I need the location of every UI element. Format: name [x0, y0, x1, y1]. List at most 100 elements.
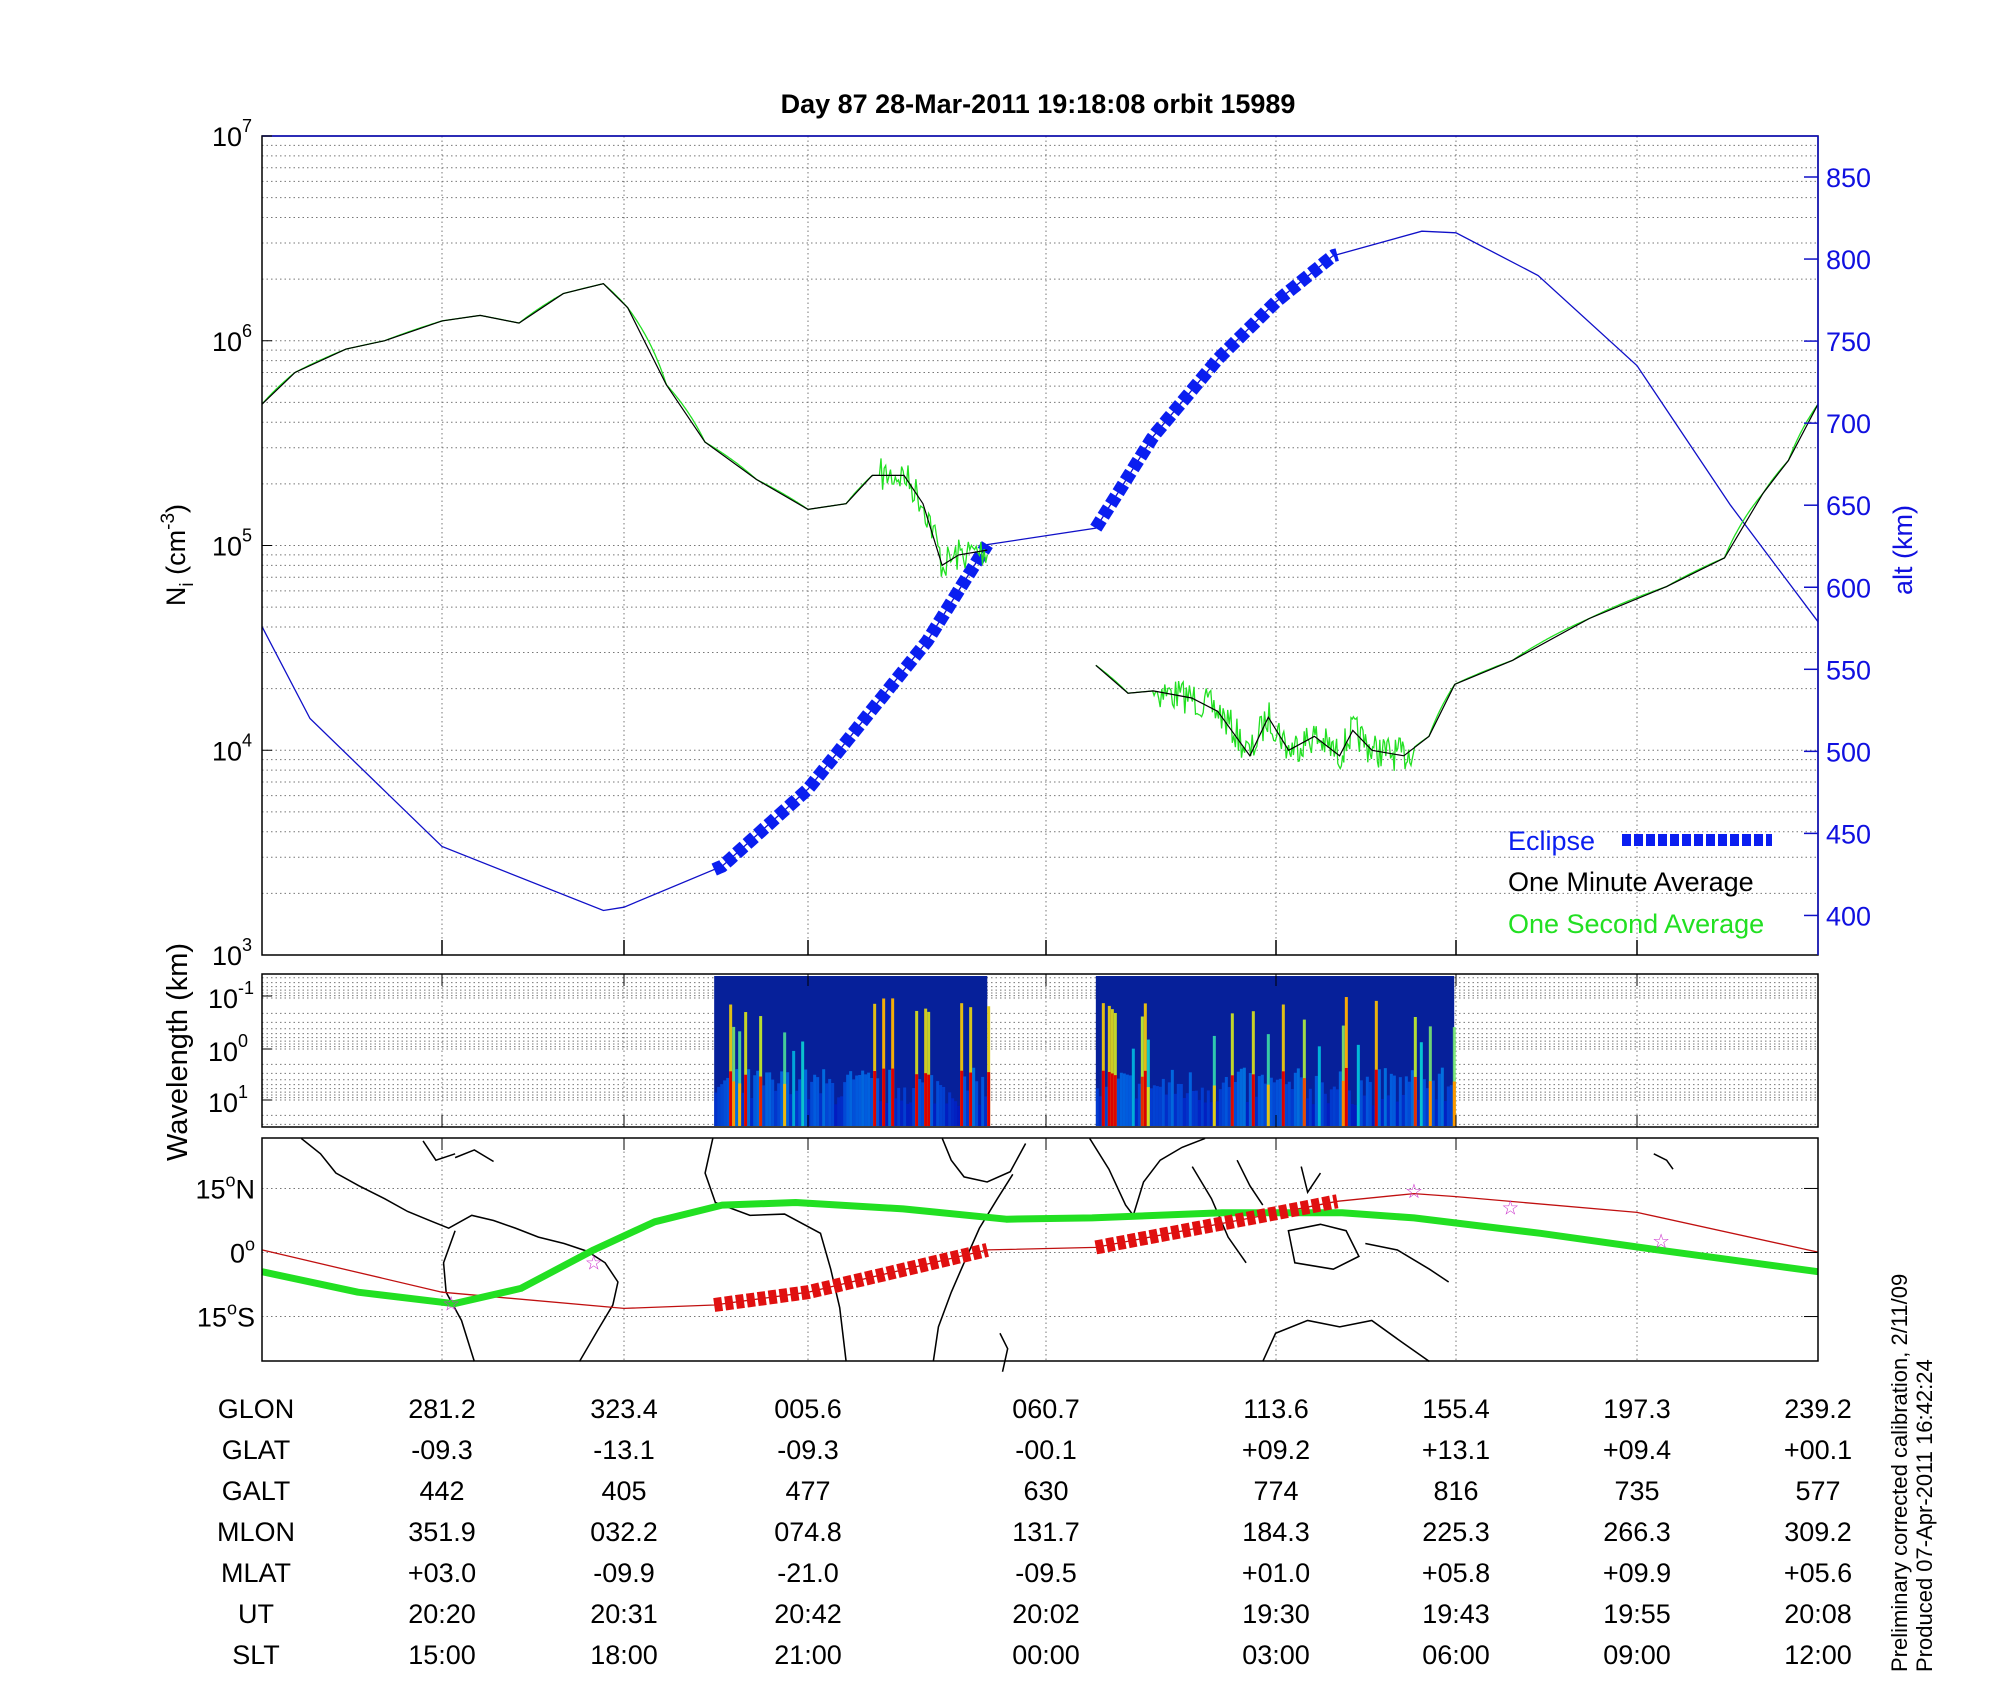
spectrogram-column — [1197, 1100, 1201, 1126]
spectrogram-column — [930, 1075, 934, 1126]
spectrogram-column — [1239, 1068, 1243, 1126]
table-cell: 18:00 — [590, 1640, 658, 1670]
spectrogram-column — [867, 1072, 871, 1126]
tick-base: 10 — [208, 1037, 238, 1067]
spectrogram-column — [1224, 1076, 1228, 1126]
spectrogram-column — [837, 1097, 841, 1126]
spectrogram-column — [903, 1087, 907, 1126]
table-cell: 005.6 — [774, 1394, 842, 1424]
figure-title: Day 87 28-Mar-2011 19:18:08 orbit 15989 — [781, 89, 1296, 119]
degree-sign: o — [227, 1299, 237, 1319]
spectrogram-column — [885, 1103, 889, 1126]
spectrogram-column — [1104, 1086, 1108, 1126]
eclipse-track-segment — [713, 1243, 989, 1312]
spectrogram-column — [1230, 1013, 1234, 1126]
row-label: GALT — [222, 1476, 291, 1506]
axis-ticks: 1031041051061074004505005506006507007508… — [212, 116, 1871, 971]
table-cell: 477 — [785, 1476, 830, 1506]
spectrogram-column — [1314, 1075, 1318, 1126]
spectrogram-column-peak — [1428, 1081, 1432, 1126]
spectrogram-column-peak — [1212, 1085, 1216, 1126]
spectrogram-column — [972, 1067, 976, 1126]
tick-exp: 7 — [242, 116, 252, 136]
tick-exp: 0 — [238, 1031, 248, 1051]
spectrogram-column — [1362, 1095, 1366, 1126]
spectrogram-column — [933, 1103, 937, 1126]
table-cell: 20:42 — [774, 1599, 842, 1629]
spectrogram-column — [978, 1104, 982, 1126]
y2-tick-label: 600 — [1826, 573, 1871, 603]
spectrogram-column — [1446, 1086, 1450, 1126]
spectrogram-column — [987, 1006, 991, 1126]
spectrogram-column-peak — [1341, 1080, 1345, 1126]
spectrogram-column — [1422, 1079, 1426, 1126]
table-cell: 239.2 — [1784, 1394, 1852, 1424]
star-marker: ☆ — [1652, 1231, 1670, 1253]
data-layer — [261, 230, 1819, 912]
spectrogram-column — [1188, 1072, 1192, 1126]
spectrogram-column — [1215, 1101, 1219, 1126]
spectrogram-column — [1161, 1078, 1165, 1126]
table-cell: 816 — [1433, 1476, 1478, 1506]
footer-produced-date: Produced 07-Apr-2011 16:42:24 — [1912, 1359, 1937, 1672]
tick-base: 10 — [208, 1088, 238, 1118]
tick-base: 10 — [212, 941, 242, 971]
spectrogram-column — [1095, 1088, 1099, 1126]
spectrogram-column — [1347, 1090, 1351, 1126]
spectrogram-column — [1248, 1073, 1252, 1126]
spectrogram-column — [1143, 1003, 1147, 1126]
spectrogram-column-peak — [1251, 1074, 1255, 1126]
spectrogram-column — [1176, 1083, 1180, 1126]
spectrogram-column — [876, 1078, 880, 1126]
spectrogram-column — [771, 1079, 775, 1126]
spectrogram-column — [1404, 1076, 1408, 1126]
table-cell: 19:43 — [1422, 1599, 1490, 1629]
spectrogram-column — [1122, 1073, 1126, 1126]
altitude-line — [261, 230, 1819, 912]
spectrogram-column — [1251, 1011, 1255, 1126]
spectrogram-column — [1383, 1068, 1387, 1126]
coastline-asia — [1089, 1137, 1674, 1363]
spectrogram-column — [975, 1081, 979, 1126]
spectrogram-column-peak — [732, 1081, 736, 1126]
spectrogram-column — [1236, 1071, 1240, 1126]
table-cell: 197.3 — [1603, 1394, 1671, 1424]
spectrogram-column — [1335, 1089, 1339, 1126]
table-cell: -09.9 — [593, 1558, 655, 1588]
y2-tick-label: 650 — [1826, 491, 1871, 521]
y2-tick-label: 400 — [1826, 901, 1871, 931]
spectrogram-column — [1305, 1098, 1309, 1126]
tick-base: 10 — [212, 327, 242, 357]
spectrogram-column — [1281, 1004, 1285, 1126]
spectrogram-column — [1185, 1093, 1189, 1126]
spectrogram-column — [1392, 1075, 1396, 1126]
spectrogram-column — [927, 1011, 931, 1126]
coastline-americas — [300, 1137, 619, 1362]
grid — [262, 1138, 1818, 1361]
spectrogram-column — [765, 1072, 769, 1126]
table-cell: 155.4 — [1422, 1394, 1490, 1424]
coastlines — [300, 1137, 1674, 1372]
spectrogram-column — [1323, 1093, 1327, 1126]
table-row: SLT 15:00 18:00 21:00 00:00 03:00 06:00 09:00 12… — [232, 1640, 1852, 1670]
spectrogram-column — [894, 1098, 898, 1126]
spectrogram-column — [945, 1103, 949, 1126]
spectrogram-column — [897, 1087, 901, 1126]
row-label: GLAT — [222, 1435, 291, 1465]
spectrogram-column — [1449, 1085, 1453, 1126]
y2-tick-label: 850 — [1826, 163, 1871, 193]
spectrogram-column-peak — [1143, 1070, 1147, 1126]
table-cell: -09.3 — [411, 1435, 473, 1465]
spectrogram-column-peak — [1140, 1076, 1144, 1126]
table-cell: +00.1 — [1784, 1435, 1852, 1465]
spectrogram-column — [759, 1016, 763, 1126]
table-cell: -09.3 — [777, 1435, 839, 1465]
spectrogram-column-peak — [891, 1068, 895, 1126]
spectrogram-column — [1416, 1099, 1420, 1126]
spectrogram-column-peak — [783, 1083, 787, 1126]
table-cell: 20:02 — [1012, 1599, 1080, 1629]
spectrogram-column — [1374, 1000, 1378, 1126]
spectrogram-column — [1359, 1080, 1363, 1126]
one-second-average-line — [261, 282, 988, 577]
spectrogram-column — [720, 1084, 724, 1126]
